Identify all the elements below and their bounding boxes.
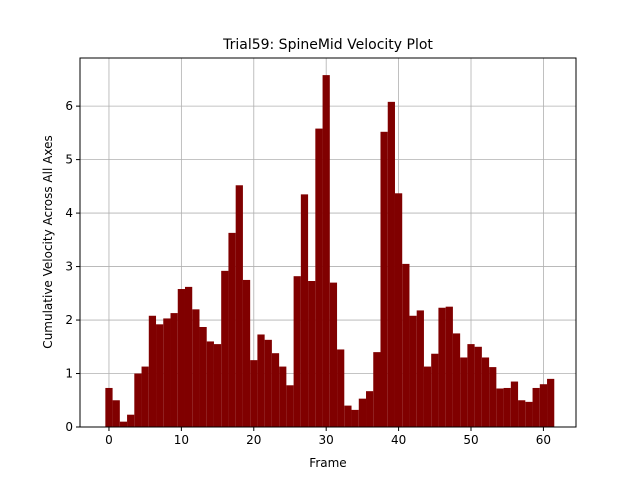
x-tick-label: 30 [319,433,334,447]
y-tick-label: 6 [65,99,73,113]
velocity-bar [105,387,113,427]
velocity-bar [394,193,403,427]
x-tick-label: 60 [536,433,551,447]
velocity-bar [134,373,142,427]
velocity-bar [423,366,432,427]
x-tick-label: 0 [105,433,113,447]
velocity-bar [127,414,135,427]
velocity-bar [329,282,338,427]
velocity-bar [460,357,468,427]
y-tick-label: 1 [65,367,73,381]
velocity-bar [271,353,280,427]
velocity-bar [213,344,222,427]
velocity-bar [431,353,439,427]
velocity-bar [286,385,294,427]
velocity-bar [192,309,200,427]
velocity-bar [257,334,265,427]
velocity-bar [337,349,345,427]
x-tick-label: 50 [463,433,478,447]
velocity-bar [300,194,309,427]
x-axis-title: Frame [309,456,346,470]
velocity-bar [264,339,272,427]
velocity-bar [532,387,540,427]
velocity-bar [416,310,424,427]
velocity-bar [518,400,526,427]
velocity-bar [539,384,548,427]
velocity-bar [445,306,453,427]
velocity-bar [228,232,236,427]
velocity-bar [141,366,149,427]
velocity-bar [467,344,475,427]
velocity-bar [163,318,171,427]
velocity-bar [148,315,157,427]
velocity-bar [547,378,555,427]
y-tick-label: 5 [65,153,73,167]
x-axis-ticks: 0 10 20 30 40 50 60 [105,427,551,447]
velocity-bar [525,401,533,427]
velocity-bar [409,315,417,427]
velocity-bar [119,421,128,427]
velocity-bar [474,346,482,427]
velocity-bar [373,352,381,427]
velocity-bar [221,270,229,427]
y-tick-label: 0 [65,420,73,434]
x-tick-label: 40 [391,433,406,447]
velocity-bar [315,128,323,427]
velocity-bar [452,333,461,427]
velocity-bar [496,388,504,427]
velocity-bar [351,409,359,427]
velocity-bar [235,185,243,427]
velocity-bar [308,281,316,427]
velocity-bar [184,286,193,427]
velocity-bar [387,101,395,427]
velocity-bar [199,326,207,427]
y-tick-label: 3 [65,260,73,274]
velocity-bar [279,366,287,427]
velocity-bar [293,276,301,427]
y-axis-ticks: 0 1 2 3 4 5 6 [65,99,80,434]
velocity-bar [358,398,367,427]
velocity-bar [510,381,519,427]
velocity-bar [156,324,164,427]
velocity-bar [481,357,490,427]
plot-border [79,57,577,428]
velocity-bar [112,400,120,427]
y-axis-title: Cumulative Velocity Across All Axes [41,135,55,348]
velocity-bar [438,307,446,427]
bars [105,75,555,428]
y-tick-label: 4 [65,206,73,220]
velocity-bar [344,405,352,427]
velocity-bar [170,313,178,427]
velocity-bar [242,279,251,427]
velocity-bar [206,341,214,427]
chart-title: Trial59: SpineMid Velocity Plot [222,37,433,53]
x-tick-label: 20 [246,433,261,447]
velocity-bar [322,75,330,428]
y-tick-label: 2 [65,313,73,327]
velocity-bar [366,391,374,427]
velocity-bar [503,387,511,427]
velocity-bar [380,131,388,428]
velocity-bar [177,289,185,427]
velocity-bar [250,360,258,427]
velocity-bar [402,263,410,427]
velocity-bar [489,367,497,427]
x-tick-label: 10 [174,433,189,447]
